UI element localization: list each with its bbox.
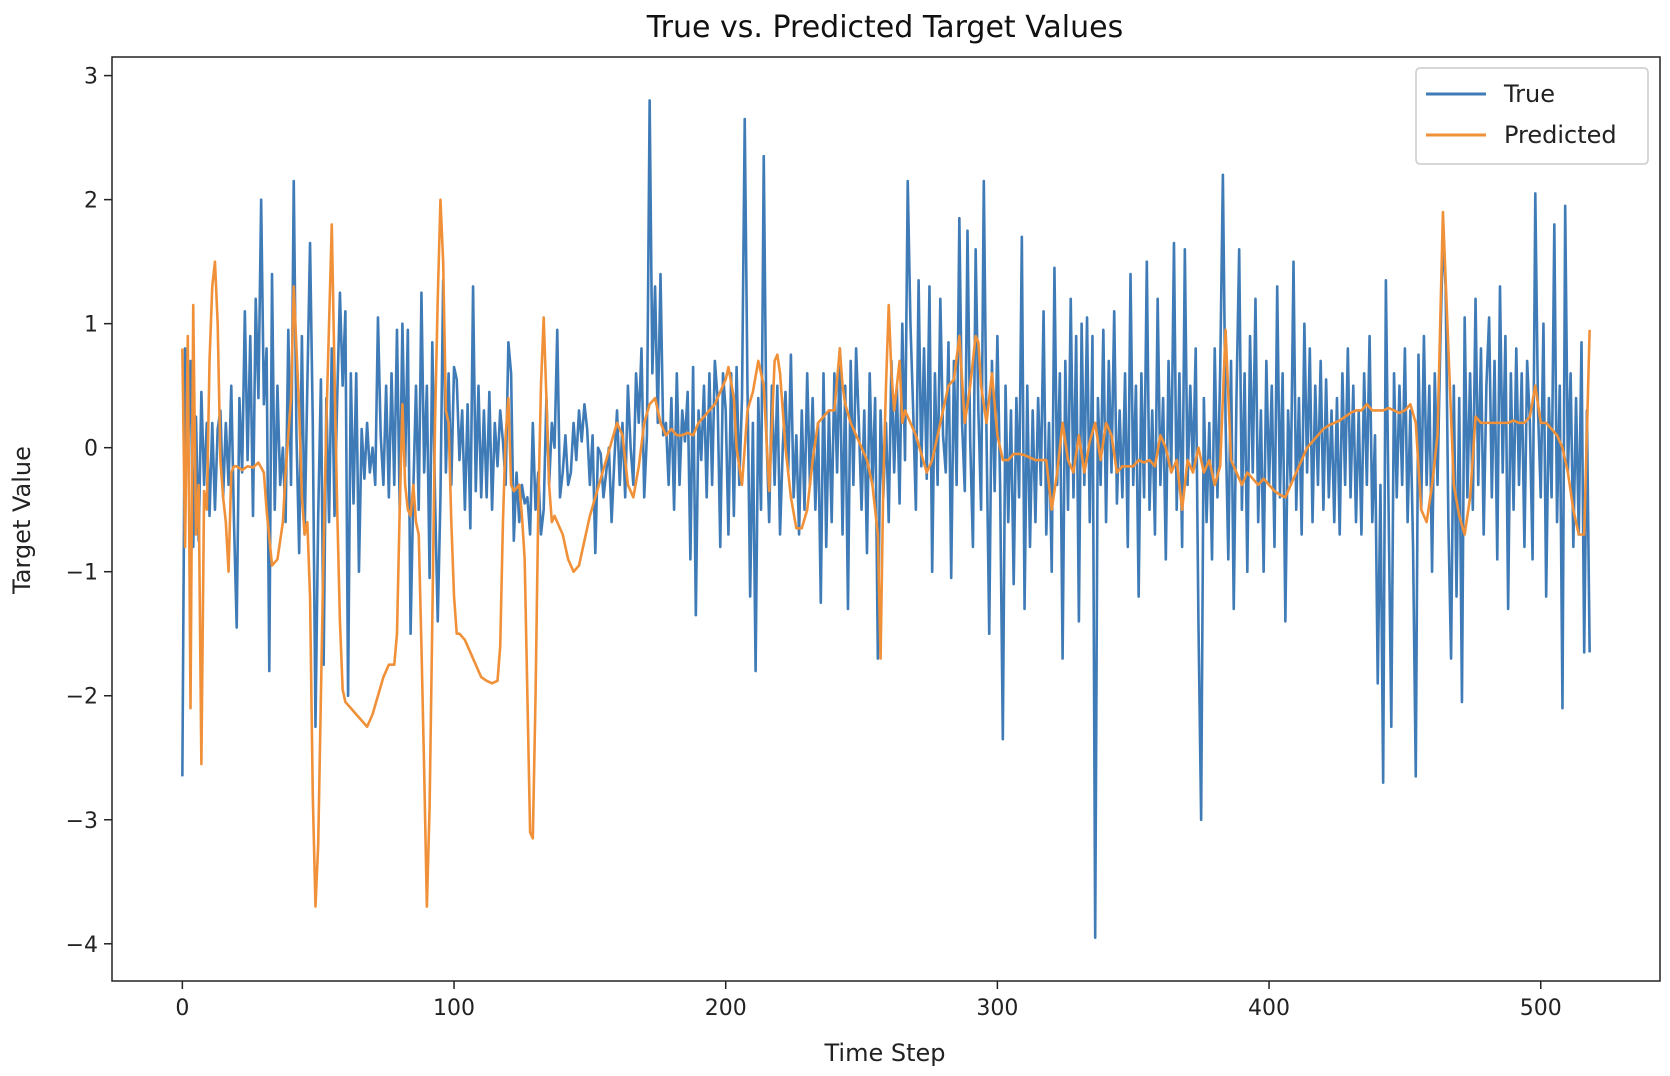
plot-area bbox=[181, 99, 1591, 939]
y-tick-label: 3 bbox=[84, 65, 98, 90]
x-tick-label: 100 bbox=[433, 996, 475, 1021]
y-axis-ticks: −4 −3 −2 −1 0 1 2 3 bbox=[66, 65, 112, 958]
x-tick-label: 0 bbox=[175, 996, 189, 1021]
x-tick-label: 500 bbox=[1520, 996, 1562, 1021]
legend-label-predicted: Predicted bbox=[1504, 121, 1617, 149]
y-tick-label: −4 bbox=[66, 933, 98, 958]
chart-title: True vs. Predicted Target Values bbox=[646, 10, 1123, 45]
x-tick-label: 400 bbox=[1248, 996, 1290, 1021]
y-axis-label: Target Value bbox=[8, 446, 36, 595]
legend: True Predicted bbox=[1415, 67, 1649, 165]
y-tick-label: 2 bbox=[84, 189, 98, 214]
legend-box bbox=[1415, 67, 1649, 165]
y-tick-label: −3 bbox=[66, 809, 98, 834]
y-tick-label: 0 bbox=[84, 437, 98, 462]
legend-label-true: True bbox=[1503, 80, 1555, 108]
y-tick-label: −1 bbox=[66, 561, 98, 586]
axes-frame bbox=[111, 56, 1661, 982]
series-line-predicted bbox=[181, 198, 1591, 908]
y-tick-label: −2 bbox=[66, 685, 98, 710]
x-axis-ticks: 0 100 200 300 400 500 bbox=[175, 981, 1562, 1021]
y-tick-label: 1 bbox=[84, 313, 98, 338]
x-axis-label: Time Step bbox=[823, 1039, 945, 1067]
x-tick-label: 200 bbox=[705, 996, 747, 1021]
x-tick-label: 300 bbox=[976, 996, 1018, 1021]
